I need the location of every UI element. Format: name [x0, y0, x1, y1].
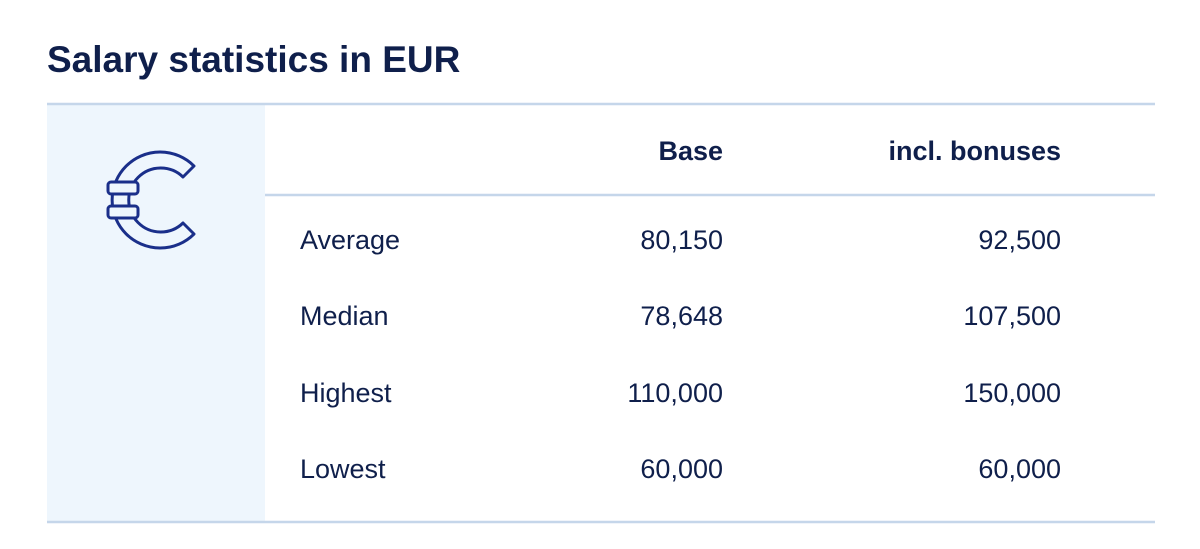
page-title: Salary statistics in EUR — [47, 39, 460, 80]
euro-icon — [106, 150, 196, 250]
cell-value: 60,000 — [978, 454, 1061, 484]
row-label: Highest — [300, 378, 392, 408]
salary-table: Base incl. bonuses Average 80,150 92,500 Medi… — [300, 136, 1061, 484]
cell-value: 150,000 — [963, 378, 1061, 408]
cell-value: 80,150 — [640, 225, 723, 255]
cell-value: 110,000 — [627, 378, 723, 408]
cell-value: 60,000 — [640, 454, 723, 484]
row-label: Average — [300, 225, 400, 255]
row-label: Median — [300, 301, 389, 331]
column-header: incl. bonuses — [888, 136, 1061, 166]
cell-value: 78,648 — [640, 301, 723, 331]
cell-value: 107,500 — [963, 301, 1061, 331]
icon-panel — [47, 105, 265, 521]
row-label: Lowest — [300, 454, 386, 484]
column-header: Base — [658, 136, 723, 166]
cell-value: 92,500 — [978, 225, 1061, 255]
